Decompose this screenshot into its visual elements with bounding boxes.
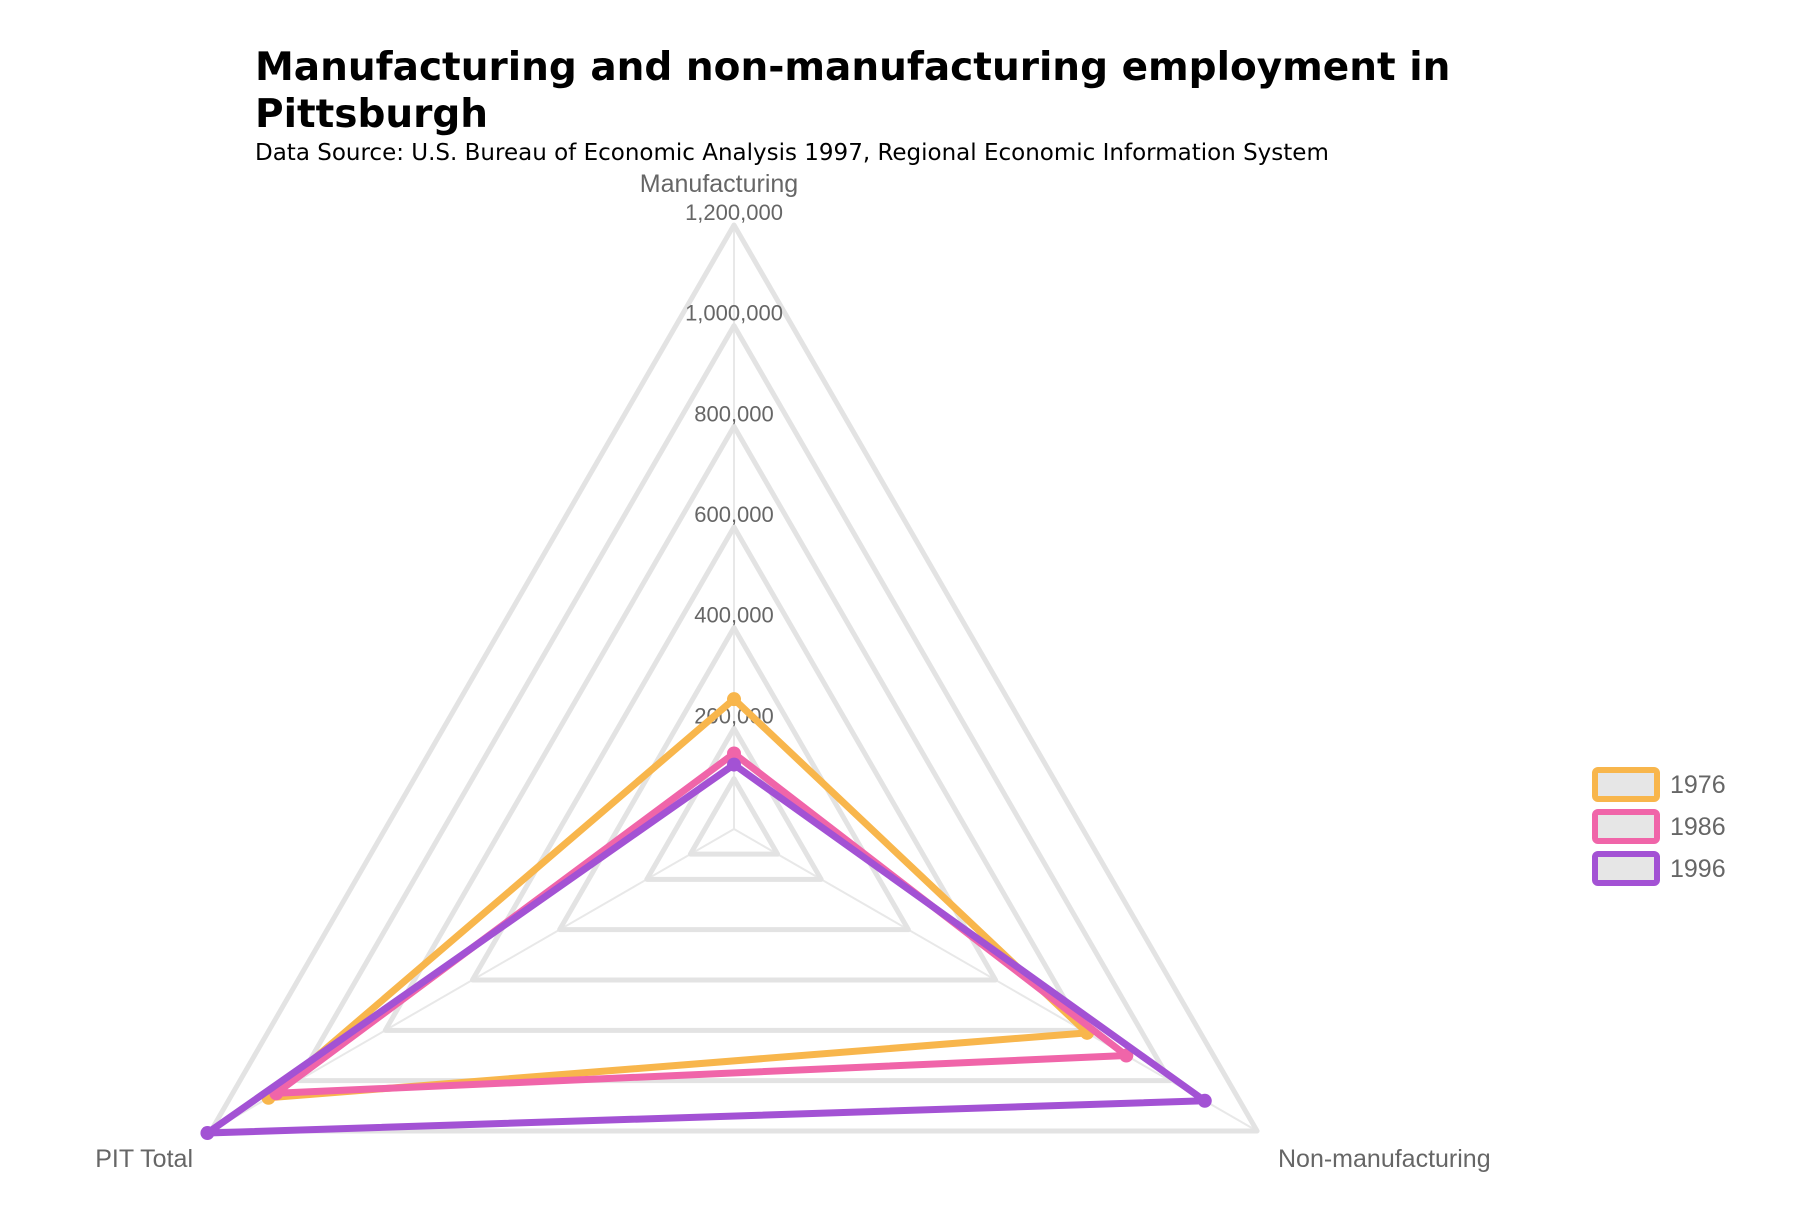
grid-ring-800000 [382, 423, 1086, 1033]
data-point-1986-non-manufacturing[interactable] [1119, 1048, 1134, 1063]
series-line-1996 [203, 761, 1209, 1137]
legend-swatch-1996 [1592, 851, 1660, 886]
axis-label-pit-total: PIT Total [95, 1145, 193, 1173]
data-point-1986-manufacturing[interactable] [727, 746, 741, 761]
series-1996 [200, 757, 1212, 1141]
chart-subtitle: Data Source: U.S. Bureau of Economic Ana… [255, 140, 1329, 166]
data-point-1996-non-manufacturing[interactable] [1197, 1093, 1212, 1108]
tick-label-400000: 400,000 [694, 603, 774, 628]
tick-label-1200000: 1,200,000 [685, 200, 783, 225]
axis-label-non-manufacturing: Non-manufacturing [1278, 1145, 1491, 1173]
radial-tick-labels: 200,000400,000600,000800,0001,000,0001,2… [685, 200, 783, 728]
series-1986 [269, 746, 1134, 1101]
chart-title-line-1: Manufacturing and non-manufacturing empl… [255, 45, 1450, 90]
legend-label-1986: 1986 [1670, 813, 1726, 841]
tick-label-1000000: 1,000,000 [685, 301, 783, 326]
legend-label-1976: 1976 [1670, 771, 1726, 799]
legend: 1976 1986 1996 [1592, 767, 1726, 886]
radar-grid [208, 222, 1260, 1134]
series-1976 [261, 692, 1095, 1105]
grid-ring-1000000 [295, 323, 1173, 1084]
grid-ring-100000 [687, 776, 781, 857]
tick-label-800000: 800,000 [694, 401, 774, 426]
legend-swatch-1986 [1592, 809, 1660, 844]
legend-label-1996: 1996 [1670, 855, 1726, 883]
chart-title-line-2: Pittsburgh [255, 92, 488, 137]
data-point-1996-pit-total[interactable] [200, 1126, 215, 1141]
legend-item-1986[interactable]: 1986 [1592, 809, 1726, 844]
data-point-1996-manufacturing[interactable] [727, 757, 741, 772]
grid-ring-1200000 [208, 222, 1260, 1134]
grid-ring-200000 [644, 725, 824, 882]
data-point-1976-manufacturing[interactable] [727, 692, 741, 707]
series-line-1976 [264, 695, 1091, 1102]
axis-label-manufacturing: Manufacturing [640, 170, 798, 198]
legend-item-1976[interactable]: 1976 [1592, 767, 1726, 802]
series-group [200, 692, 1212, 1141]
legend-swatch-1976 [1592, 767, 1660, 802]
tick-label-600000: 600,000 [694, 502, 774, 527]
grid-ring-600000 [469, 524, 999, 983]
legend-item-1996[interactable]: 1996 [1592, 851, 1726, 886]
